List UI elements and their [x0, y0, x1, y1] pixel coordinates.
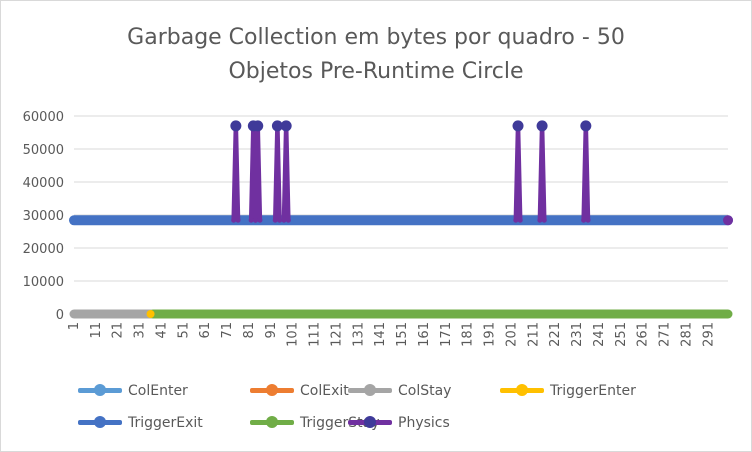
legend-swatch [250, 412, 294, 434]
x-tick-label: 191 [483, 322, 498, 347]
x-tick-label: 241 [592, 322, 607, 347]
series-line-Physics [253, 123, 263, 221]
legend-swatch [348, 412, 392, 434]
series-point-Physics [580, 120, 592, 132]
x-tick-label: 131 [351, 322, 366, 347]
y-tick-label: 30000 [23, 209, 64, 224]
legend-label: TriggerStay [300, 415, 380, 431]
x-tick-label: 271 [658, 322, 673, 347]
series-point-Physics [277, 217, 283, 223]
legend-item-ColExit: ColExit [250, 380, 349, 402]
x-tick-label: 21 [111, 322, 126, 339]
x-tick-label: 161 [417, 322, 432, 347]
x-tick-label: 251 [614, 322, 629, 347]
series-point-Physics [248, 217, 254, 223]
x-tick-label: 81 [242, 322, 257, 339]
series-point-Physics [517, 217, 523, 223]
series-point-TriggerEnter [146, 310, 155, 318]
series-point-Physics [581, 217, 587, 223]
series-line-Physics [537, 123, 547, 221]
legend-swatch [78, 380, 122, 402]
legend-label: TriggerEnter [550, 383, 636, 399]
x-tick-label: 71 [220, 322, 235, 339]
x-tick-label: 51 [176, 322, 191, 339]
legend-item-Physics: Physics [348, 412, 450, 434]
x-tick-label: 61 [198, 322, 213, 339]
chart-title: Garbage Collection em bytes por quadro -… [1, 21, 751, 89]
legend-item-TriggerEnter: TriggerEnter [500, 380, 636, 402]
y-tick-label: 20000 [23, 242, 64, 257]
legend-item-TriggerExit: TriggerExit [78, 412, 203, 434]
series-point-Physics [541, 217, 547, 223]
legend-label: ColExit [300, 383, 349, 399]
series-point-Physics [585, 217, 591, 223]
legend-item-TriggerStay: TriggerStay [250, 412, 380, 434]
x-tick-label: 281 [679, 322, 694, 347]
series-point-Physics [257, 217, 263, 223]
series-point-Physics [537, 217, 543, 223]
x-tick-label: 121 [329, 322, 344, 347]
series-line-Physics [231, 123, 241, 221]
x-tick-label: 31 [133, 322, 148, 339]
series-line-Physics [513, 123, 523, 221]
y-tick-label: 50000 [23, 143, 64, 158]
series-line-Physics [581, 123, 591, 221]
chart-title-line-1: Garbage Collection em bytes por quadro -… [127, 25, 625, 50]
legend-label: Physics [398, 415, 450, 431]
series-point-Physics [285, 217, 291, 223]
x-tick-label: 151 [395, 322, 410, 347]
series-point-Physics [281, 217, 287, 223]
legend: ColEnter ColExit ColStay TriggerEnter Trigge… [78, 380, 728, 440]
series-point-Physics [513, 217, 519, 223]
series-point-Physics [231, 217, 237, 223]
x-tick-label: 171 [439, 322, 454, 347]
legend-label: TriggerExit [128, 415, 203, 431]
series-point-Physics [252, 120, 264, 132]
x-tick-label: 231 [570, 322, 585, 347]
x-tick-label: 211 [526, 322, 541, 347]
y-tick-label: 0 [56, 308, 64, 323]
series-point-Physics [271, 120, 283, 132]
series-point-Physics [536, 120, 548, 132]
x-tick-label: 41 [154, 322, 169, 339]
series-point-Physics [235, 217, 241, 223]
x-tick-label: 201 [504, 322, 519, 347]
x-tick-label: 261 [636, 322, 651, 347]
y-tick-label: 40000 [23, 176, 64, 191]
legend-swatch [500, 380, 544, 402]
series-point-Physics [280, 120, 292, 132]
chart-title-line-2: Objetos Pre-Runtime Circle [228, 59, 524, 84]
x-tick-label: 101 [286, 322, 301, 347]
series-line-Physics [281, 123, 291, 221]
series-point-Physics [272, 217, 278, 223]
y-tick-label: 60000 [23, 110, 64, 125]
series-point-Physics [253, 217, 259, 223]
x-tick-label: 221 [548, 322, 563, 347]
x-tick-label: 111 [308, 322, 323, 347]
x-tick-label: 291 [701, 322, 716, 347]
legend-item-ColEnter: ColEnter [78, 380, 188, 402]
x-tick-label: 91 [264, 322, 279, 339]
legend-item-ColStay: ColStay [348, 380, 451, 402]
legend-swatch [250, 380, 294, 402]
x-tick-label: 1 [67, 322, 82, 330]
y-tick-label: 10000 [23, 275, 64, 290]
legend-swatch [78, 412, 122, 434]
series-point-Physics [512, 120, 524, 132]
x-tick-label: 141 [373, 322, 388, 347]
legend-label: ColEnter [128, 383, 188, 399]
series-point-Physics [723, 215, 733, 226]
series-line-Physics [272, 123, 282, 221]
legend-swatch [348, 380, 392, 402]
x-tick-label: 181 [461, 322, 476, 347]
x-tick-label: 11 [89, 322, 104, 339]
legend-label: ColStay [398, 383, 452, 399]
series-point-Physics [230, 120, 242, 132]
